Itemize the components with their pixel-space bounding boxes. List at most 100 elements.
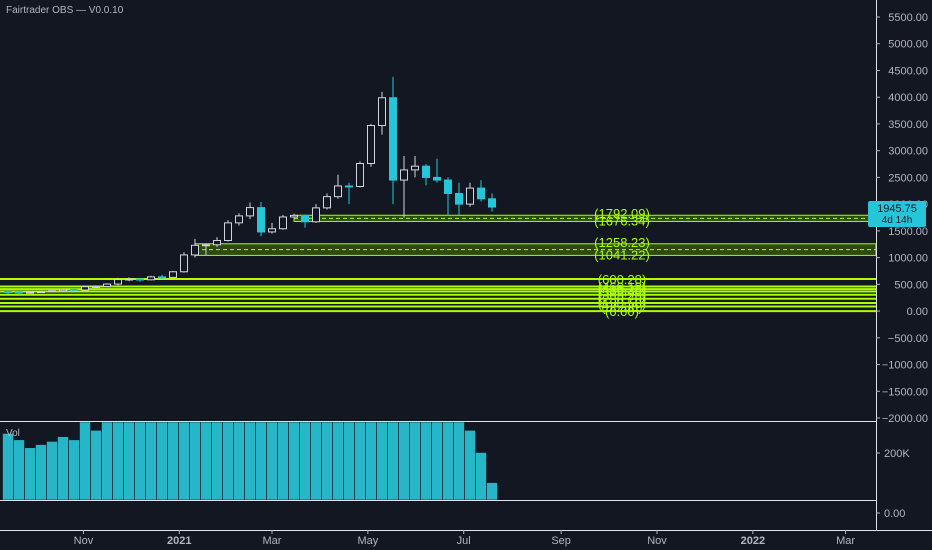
candle[interactable] [356, 161, 364, 188]
candle[interactable] [389, 76, 397, 205]
candle[interactable] [202, 243, 210, 255]
volume-label: Vol [6, 428, 20, 439]
candle-body-up [411, 165, 419, 171]
candle-body-down [301, 214, 309, 223]
time-tick-label: 2022 [741, 535, 765, 547]
candle-body-up [48, 290, 56, 293]
candle[interactable] [323, 193, 331, 210]
candle[interactable] [114, 277, 122, 286]
candle-body-down [70, 288, 78, 291]
volume-bar [123, 421, 135, 501]
candle[interactable] [48, 290, 56, 293]
candle-body-up [81, 286, 89, 291]
candle[interactable] [345, 182, 353, 205]
candle[interactable] [268, 222, 276, 234]
candle[interactable] [147, 275, 155, 281]
zone-box [194, 243, 877, 256]
volume-bar [387, 421, 399, 501]
candle[interactable] [400, 156, 408, 218]
candle[interactable] [70, 288, 78, 292]
candle[interactable] [26, 291, 34, 294]
volume-bar [431, 421, 443, 501]
candle-body-down [345, 185, 353, 188]
candle[interactable] [301, 214, 309, 228]
candle[interactable] [422, 164, 430, 186]
candle-body-down [455, 192, 463, 205]
price-tick-label: 5500.00 [888, 12, 928, 24]
candle[interactable] [279, 214, 287, 230]
time-tick-label: Nov [74, 535, 94, 547]
candle[interactable] [125, 277, 133, 282]
candle[interactable] [312, 204, 320, 223]
candle[interactable] [92, 285, 100, 288]
volume-bar [442, 421, 454, 501]
candle[interactable] [169, 270, 177, 278]
candle[interactable] [81, 285, 89, 291]
candle[interactable] [466, 182, 474, 207]
candle-body-up [279, 216, 287, 230]
candle-body-up [59, 288, 67, 292]
volume-bar [288, 421, 300, 501]
candles-layer[interactable] [4, 76, 496, 295]
time-axis[interactable]: Nov 2021 Mar May Jul Sep Nov 2022 Mar [74, 530, 856, 547]
volume-axis[interactable]: 200K 0.00 [876, 448, 910, 520]
volume-bar [332, 421, 344, 501]
price-tick-label: 5000.00 [888, 39, 928, 51]
volume-bar [321, 421, 333, 501]
candle[interactable] [103, 283, 111, 288]
volume-bar [178, 421, 190, 501]
candle-body-up [378, 97, 386, 127]
candle[interactable] [180, 252, 188, 273]
price-tick-label: 4000.00 [888, 92, 928, 104]
zone-label-bottom: (1676.34) [594, 213, 650, 228]
volume-bar [57, 436, 69, 501]
candle[interactable] [246, 202, 254, 220]
candle-body-up [169, 271, 177, 278]
zone-label-top: (1258.23) [594, 235, 650, 250]
volume-bar [222, 421, 234, 501]
candle-body-down [444, 179, 452, 194]
candle[interactable] [257, 201, 265, 237]
candle[interactable] [235, 213, 243, 226]
price-axis[interactable]: 5500.00 5000.00 4500.00 4000.00 3500.00 3000.… [876, 12, 928, 425]
last-price-tag-bg [868, 201, 926, 227]
candle[interactable] [378, 91, 386, 135]
price-tick-label: 1000.00 [888, 253, 928, 265]
candle[interactable] [136, 277, 144, 282]
candle-body-up [213, 239, 221, 246]
volume-bar [420, 421, 432, 501]
time-tick-label: Mar [836, 535, 855, 547]
candle[interactable] [37, 291, 45, 294]
candle-body-up [26, 291, 34, 294]
candle[interactable] [488, 193, 496, 212]
candle[interactable] [411, 156, 419, 178]
candle[interactable] [433, 158, 441, 183]
volume-bar [475, 452, 487, 501]
volume-bar [46, 441, 58, 501]
candle[interactable] [367, 123, 375, 167]
time-tick-label: Mar [263, 535, 282, 547]
candle[interactable] [15, 291, 23, 295]
candle[interactable] [455, 182, 463, 215]
price-axis-background[interactable] [876, 0, 932, 550]
candle-body-up [268, 228, 276, 233]
time-tick-label: 2021 [167, 535, 191, 547]
candle[interactable] [290, 213, 298, 220]
candle[interactable] [477, 180, 485, 202]
candle[interactable] [158, 274, 166, 279]
candle-body-down [15, 291, 23, 294]
price-tick-label: 1500.00 [888, 226, 928, 238]
candle[interactable] [224, 220, 232, 242]
candle[interactable] [444, 177, 452, 215]
candle[interactable] [191, 238, 199, 258]
candle[interactable] [59, 288, 67, 292]
volume-bar [200, 421, 212, 501]
volume-bar [343, 421, 355, 501]
last-price-value: 1945.75 [877, 203, 917, 215]
candle-body-up [191, 244, 199, 256]
candle[interactable] [4, 289, 12, 294]
candle[interactable] [213, 237, 221, 247]
candle[interactable] [334, 174, 342, 199]
volume-bar [35, 444, 47, 501]
